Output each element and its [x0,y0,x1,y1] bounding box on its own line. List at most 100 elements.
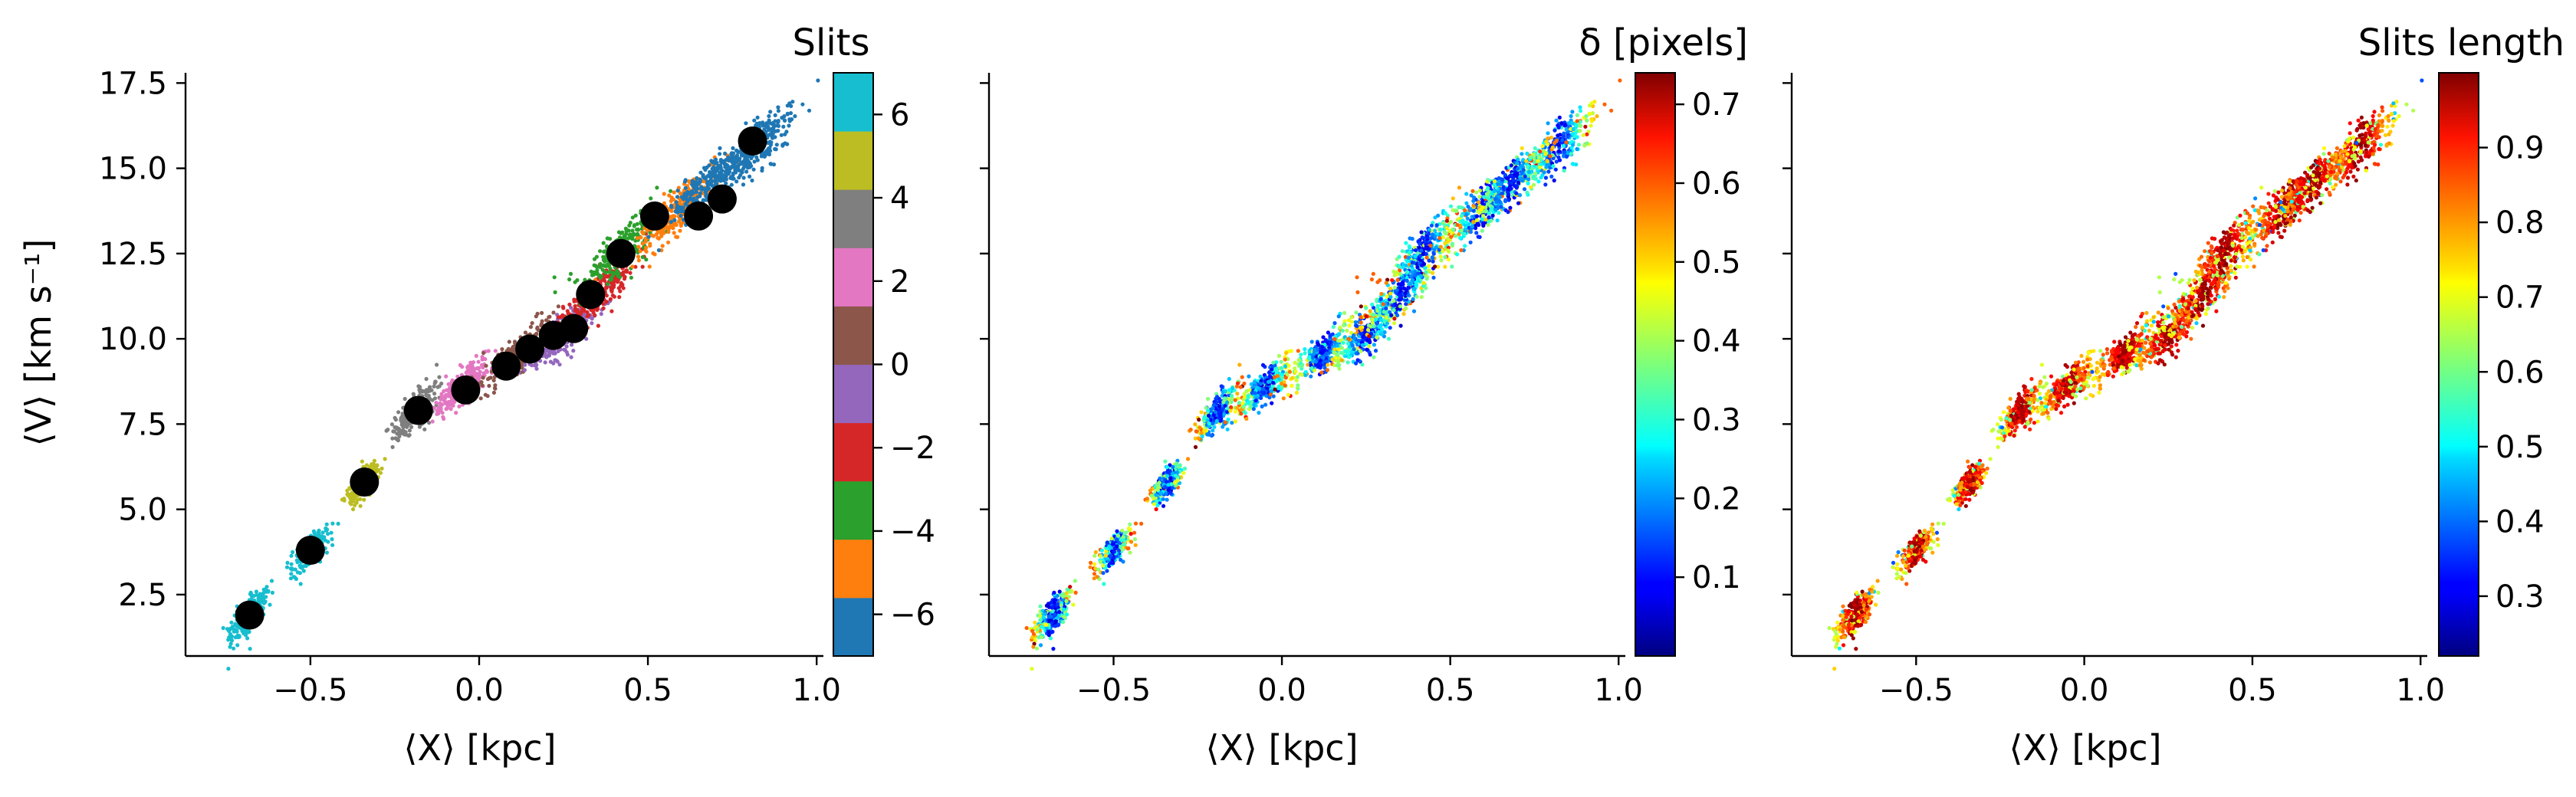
scatter-point [754,155,759,159]
scatter-point [484,363,488,368]
scatter-point [1093,549,1098,555]
scatter-point [380,466,384,471]
scatter-point [590,317,594,321]
scatter-point [1166,483,1171,487]
highlight-point [639,201,669,231]
scatter-point [690,182,695,187]
scatter-point [744,121,748,126]
scatter-point [553,290,557,294]
scatter-point [1327,345,1332,349]
scatter-point [1161,497,1165,501]
scatter-point [598,265,603,270]
scatter-point [1365,338,1369,343]
scatter-point [330,521,335,526]
scatter-point [468,360,473,365]
scatter-point [1229,398,1234,402]
scatter-point [666,240,671,244]
scatter-point [1337,332,1342,336]
scatter-point [1392,317,1397,321]
scatter-point [264,589,268,594]
scatter-point [1122,542,1127,547]
scatter-point [767,113,771,119]
scatter-point [1132,537,1138,542]
scatter-point [432,391,437,396]
scatter-point [1067,589,1072,594]
scatter-point [446,382,451,386]
scatter-point [740,170,744,175]
scatter-point [393,436,398,441]
scatter-point [1035,628,1040,632]
scatter-point [1372,343,1376,347]
scatter-point [561,306,566,310]
scatter-point [487,376,492,380]
x-tick-label: 1.0 [792,673,841,708]
scatter-point [1182,466,1188,471]
scatter-point [1276,353,1281,358]
scatter-point [1267,379,1271,384]
scatter-point [301,569,306,573]
scatter-point [1053,624,1057,628]
scatter-point [1205,432,1210,437]
scatter-point [1296,358,1301,362]
scatter-point [669,195,674,200]
scatter-point [1223,420,1227,425]
colorbar-title: Slits [793,21,870,64]
scatter-point [1373,349,1378,353]
scatter-point [1293,360,1297,365]
scatter-point [1313,347,1317,352]
scatter-point [562,347,567,352]
scatter-point [360,459,364,464]
scatter-point [1244,416,1249,421]
scatter-point [1030,635,1035,640]
scatter-point [457,404,462,409]
highlight-point [350,467,380,497]
scatter-point [1271,360,1276,365]
highlight-point [684,201,714,231]
scatter-point [371,461,376,466]
scatter-point [768,110,773,114]
scatter-point [1268,392,1273,397]
scatter-point [533,363,537,368]
scatter-point [362,497,366,502]
scatter-point [1235,381,1240,385]
scatter-point [1221,412,1227,417]
y-tick-label: 2.5 [118,578,167,613]
scatter-point [1110,542,1115,546]
scatter-point [1281,396,1286,401]
scatter-point [1242,392,1247,396]
scatter-point [226,667,231,671]
scatter-point [643,248,648,253]
scatter-point [1259,395,1263,401]
scatter-point [342,497,347,501]
scatter-point [1039,625,1043,629]
scatter-point [407,428,412,433]
scatter-point [1209,433,1214,438]
scatter-point [1332,347,1337,352]
highlight-point [403,395,433,425]
scatter-point [1038,604,1043,608]
scatter-point [297,563,302,568]
scatter-point [1057,610,1062,615]
scatter-point [695,182,700,186]
scatter-point [396,410,401,415]
scatter-point [651,234,656,238]
scatter-point [228,644,232,649]
scatter-point [1227,376,1231,382]
scatter-point [1272,375,1276,379]
scatter-point [599,312,603,317]
scatter-point [640,241,645,246]
scatter-point [481,364,485,369]
scatter-point [1049,630,1053,635]
scatter-point [444,374,449,379]
scatter-point [330,537,334,542]
scatter-point [1196,436,1201,441]
scatter-point [1242,381,1247,386]
scatter-point [779,133,784,137]
scatter-point [1129,532,1133,536]
scatter-point [1116,540,1122,545]
scatter-point [669,204,674,208]
scatter-point [375,463,380,467]
scatter-point [734,159,738,163]
scatter-point [427,421,432,425]
scatter-point [648,241,652,246]
